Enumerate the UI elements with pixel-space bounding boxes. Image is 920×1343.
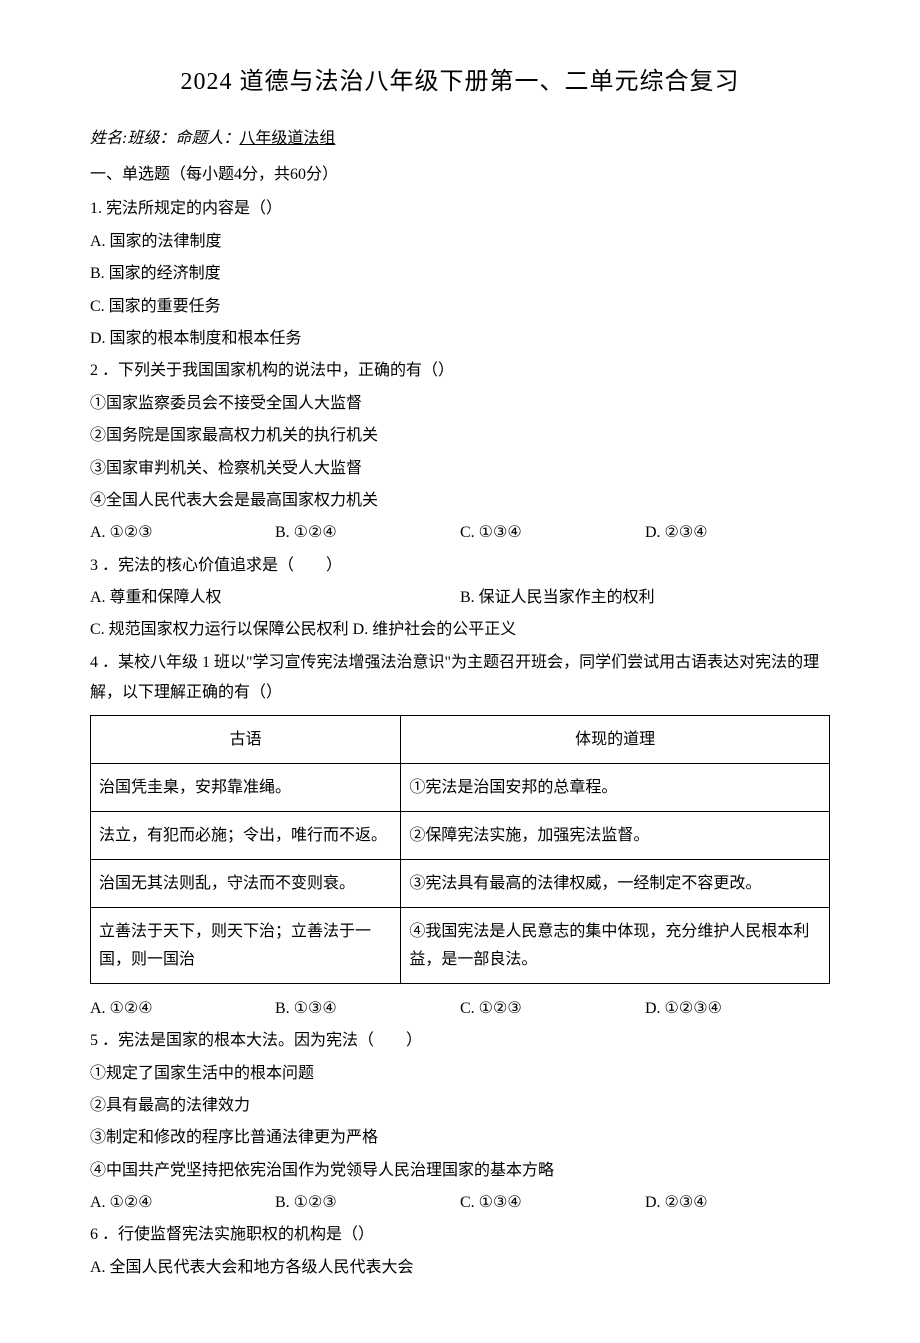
q2-opt-d: D. ②③④ (645, 518, 830, 548)
meta-author: 八年级道法组 (239, 130, 335, 147)
table-row: 治国凭圭臬，安邦靠准绳。 ①宪法是治国安邦的总章程。 (91, 763, 830, 811)
q1-stem: 1. 宪法所规定的内容是（） (90, 194, 830, 224)
q4-opt-b: B. ①③④ (275, 994, 460, 1024)
q2-s2: ②国务院是国家最高权力机关的执行机关 (90, 421, 830, 451)
q6-stem: 6 ．行使监督宪法实施职权的机构是（） (90, 1220, 830, 1250)
q4-th-left: 古语 (91, 715, 401, 763)
q5-s2: ②具有最高的法律效力 (90, 1091, 830, 1121)
q2-s4: ④全国人民代表大会是最高国家权力机关 (90, 486, 830, 516)
q2-stem: 2 ．下列关于我国国家机构的说法中，正确的有（） (90, 356, 830, 386)
q2-opt-c: C. ①③④ (460, 518, 645, 548)
q2-s1: ①国家监察委员会不接受全国人大监督 (90, 389, 830, 419)
q3-opt-a: A. 尊重和保障人权 (90, 583, 460, 613)
q6-opt-a: A. 全国人民代表大会和地方各级人民代表大会 (90, 1253, 830, 1283)
q4-r2-right: ③宪法具有最高的法律权威，一经制定不容更改。 (401, 860, 830, 908)
q2-options-row: A. ①②③ B. ①②④ C. ①③④ D. ②③④ (90, 518, 830, 548)
q2-opt-a: A. ①②③ (90, 518, 275, 548)
meta-line: 姓名:班级：命题人：八年级道法组 (90, 124, 830, 154)
q5-s3: ③制定和修改的程序比普通法律更为严格 (90, 1123, 830, 1153)
q1-opt-d: D. 国家的根本制度和根本任务 (90, 324, 830, 354)
section-header: 一、单选题（每小题4分，共60分） (90, 160, 830, 190)
q5-opt-a: A. ①②④ (90, 1188, 275, 1218)
q3-row1: A. 尊重和保障人权 B. 保证人民当家作主的权利 (90, 583, 830, 613)
q4-opt-a: A. ①②④ (90, 994, 275, 1024)
q2-s3: ③国家审判机关、检察机关受人大监督 (90, 454, 830, 484)
q2-opt-b: B. ①②④ (275, 518, 460, 548)
q5-s4: ④中国共产党坚持把依宪治国作为党领导人民治理国家的基本方略 (90, 1156, 830, 1186)
q4-stem: 4 ．某校八年级 1 班以"学习宣传宪法增强法治意识"为主题召开班会，同学们尝试… (90, 648, 830, 709)
q4-opt-d: D. ①②③④ (645, 994, 830, 1024)
q3-opt-cd: C. 规范国家权力运行以保障公民权利 D. 维护社会的公平正义 (90, 615, 830, 645)
page-title: 2024 道德与法治八年级下册第一、二单元综合复习 (90, 60, 830, 106)
q4-r1-right: ②保障宪法实施，加强宪法监督。 (401, 812, 830, 860)
q5-stem: 5 ．宪法是国家的根本大法。因为宪法（ ） (90, 1026, 830, 1056)
q4-table: 古语 体现的道理 治国凭圭臬，安邦靠准绳。 ①宪法是治国安邦的总章程。 法立，有… (90, 715, 830, 984)
q4-r0-right: ①宪法是治国安邦的总章程。 (401, 763, 830, 811)
q1-opt-b: B. 国家的经济制度 (90, 259, 830, 289)
table-row: 治国无其法则乱，守法而不变则衰。 ③宪法具有最高的法律权威，一经制定不容更改。 (91, 860, 830, 908)
q4-r1-left: 法立，有犯而必施；令出，唯行而不返。 (91, 812, 401, 860)
q5-options-row: A. ①②④ B. ①②③ C. ①③④ D. ②③④ (90, 1188, 830, 1218)
q4-r3-right: ④我国宪法是人民意志的集中体现，充分维护人民根本利益，是一部良法。 (401, 908, 830, 983)
q4-options-row: A. ①②④ B. ①③④ C. ①②③ D. ①②③④ (90, 994, 830, 1024)
q5-opt-b: B. ①②③ (275, 1188, 460, 1218)
q1-opt-a: A. 国家的法律制度 (90, 227, 830, 257)
q1-opt-c: C. 国家的重要任务 (90, 292, 830, 322)
table-row: 立善法于天下，则天下治；立善法于一国，则一国治 ④我国宪法是人民意志的集中体现，… (91, 908, 830, 983)
q3-opt-b: B. 保证人民当家作主的权利 (460, 583, 830, 613)
table-row: 法立，有犯而必施；令出，唯行而不返。 ②保障宪法实施，加强宪法监督。 (91, 812, 830, 860)
q5-opt-d: D. ②③④ (645, 1188, 830, 1218)
q5-s1: ①规定了国家生活中的根本问题 (90, 1059, 830, 1089)
q4-opt-c: C. ①②③ (460, 994, 645, 1024)
q4-r0-left: 治国凭圭臬，安邦靠准绳。 (91, 763, 401, 811)
q3-stem: 3 ．宪法的核心价值追求是（ ） (90, 551, 830, 581)
q4-r3-left: 立善法于天下，则天下治；立善法于一国，则一国治 (91, 908, 401, 983)
q5-opt-c: C. ①③④ (460, 1188, 645, 1218)
meta-prefix: 姓名:班级：命题人： (90, 130, 239, 147)
q4-th-right: 体现的道理 (401, 715, 830, 763)
q4-r2-left: 治国无其法则乱，守法而不变则衰。 (91, 860, 401, 908)
